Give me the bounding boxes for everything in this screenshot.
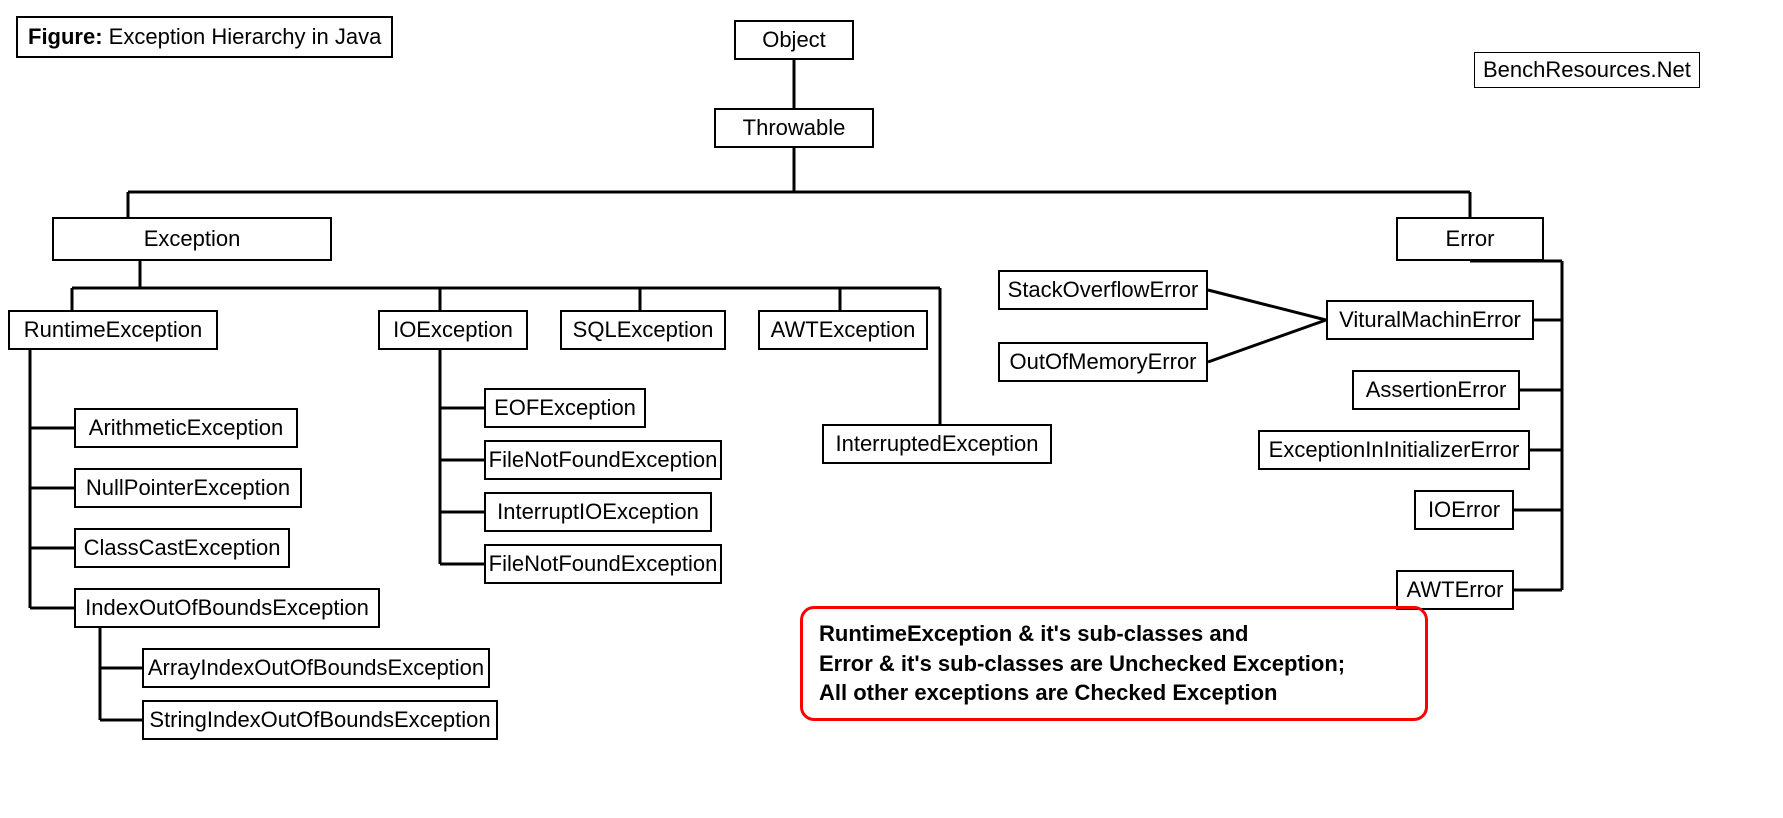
edge-line (1208, 290, 1326, 320)
node-object: Object (734, 20, 854, 60)
node-interruptioexception: InterruptIOException (484, 492, 712, 532)
figure-title-bold: Figure: (28, 24, 103, 49)
node-ioexception: IOException (378, 310, 528, 350)
note-line-1: RuntimeException & it's sub-classes and (819, 619, 1409, 649)
node-awterror: AWTError (1396, 570, 1514, 610)
node-interruptedexception: InterruptedException (822, 424, 1052, 464)
node-stringindexoobe: StringIndexOutOfBoundsException (142, 700, 498, 740)
diagram-canvas: Figure: Exception Hierarchy in Java Benc… (0, 0, 1783, 818)
attribution-label: BenchResources.Net (1474, 52, 1700, 88)
node-exceptionininitializererror: ExceptionInInitializerError (1258, 430, 1530, 470)
node-error: Error (1396, 217, 1544, 261)
node-filenotfoundexception1: FileNotFoundException (484, 440, 722, 480)
node-classcastexception: ClassCastException (74, 528, 290, 568)
figure-title: Figure: Exception Hierarchy in Java (16, 16, 393, 58)
node-arithmeticexception: ArithmeticException (74, 408, 298, 448)
node-stackoverflowerror: StackOverflowError (998, 270, 1208, 310)
figure-title-rest: Exception Hierarchy in Java (103, 24, 382, 49)
node-sqlexception: SQLException (560, 310, 726, 350)
node-eofexception: EOFException (484, 388, 646, 428)
node-runtimeexception: RuntimeException (8, 310, 218, 350)
node-throwable: Throwable (714, 108, 874, 148)
note-line-2: Error & it's sub-classes are Unchecked E… (819, 649, 1409, 679)
note-box: RuntimeException & it's sub-classes and … (800, 606, 1428, 721)
node-exception: Exception (52, 217, 332, 261)
node-arrayindexoobe: ArrayIndexOutOfBoundsException (142, 648, 490, 688)
node-ioerror: IOError (1414, 490, 1514, 530)
note-line-3: All other exceptions are Checked Excepti… (819, 678, 1409, 708)
node-indexoutofboundsexception: IndexOutOfBoundsException (74, 588, 380, 628)
node-nullpointerexception: NullPointerException (74, 468, 302, 508)
node-awtexception: AWTException (758, 310, 928, 350)
node-virtualmachinerror: VituralMachinError (1326, 300, 1534, 340)
node-filenotfoundexception2: FileNotFoundException (484, 544, 722, 584)
node-assertionerror: AssertionError (1352, 370, 1520, 410)
node-outofmemoryerror: OutOfMemoryError (998, 342, 1208, 382)
edge-line (1208, 320, 1326, 362)
